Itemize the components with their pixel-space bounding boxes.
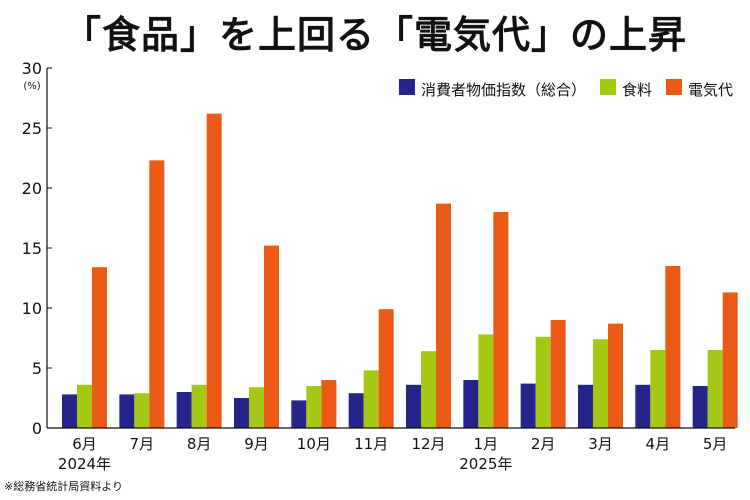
legend-label: 消費者物価指数（総合） xyxy=(421,81,586,99)
bar-electricity-2 xyxy=(149,160,165,428)
bar-cpi-2 xyxy=(119,394,135,428)
x-tick-label: 3月 xyxy=(588,435,613,453)
bar-electricity-8 xyxy=(493,212,509,428)
legend-swatch xyxy=(599,79,616,95)
bar-cpi-6 xyxy=(348,393,364,428)
bar-electricity-9 xyxy=(550,320,566,428)
bar-food-1 xyxy=(77,384,92,428)
legend: 消費者物価指数（総合） 食料 電気代 xyxy=(398,79,733,99)
year-label: 2025年 xyxy=(459,455,512,473)
x-tick-label: 9月 xyxy=(244,435,269,453)
legend-label: 電気代 xyxy=(688,81,733,99)
bar-electricity-6 xyxy=(378,309,394,428)
x-tick-label: 2月 xyxy=(531,435,556,453)
bar-cpi-10 xyxy=(578,384,593,428)
y-tick-label: 0 xyxy=(32,419,42,438)
bar-cpi-11 xyxy=(635,384,651,428)
bar-food-9 xyxy=(535,336,551,428)
bar-cpi-7 xyxy=(406,384,421,428)
x-tick-label: 7月 xyxy=(130,435,155,453)
bar-food-2 xyxy=(134,393,150,428)
bars-layer xyxy=(62,113,738,428)
bar-electricity-3 xyxy=(206,113,222,428)
x-tick-label: 11月 xyxy=(354,435,388,453)
bar-food-5 xyxy=(306,386,322,428)
bar-electricity-4 xyxy=(264,245,279,428)
axes-layer: 0 5 10 15 20 25 30 (%) 6月 7月 8月 9月 10月 11月 12月 1月 2月 3月 4月… xyxy=(22,59,735,473)
bar-food-3 xyxy=(191,384,207,428)
bar-food-11 xyxy=(650,350,666,428)
x-tick-label: 12月 xyxy=(411,435,445,453)
y-tick-label: 10 xyxy=(22,299,42,318)
bar-electricity-12 xyxy=(722,292,738,428)
bar-cpi-1 xyxy=(62,394,77,428)
bar-electricity-1 xyxy=(92,267,107,428)
page-title: 「食品」を上回る「電気代」の上昇 xyxy=(62,13,687,57)
y-tick-label: 25 xyxy=(22,119,42,138)
y-unit-label: (%) xyxy=(23,81,40,92)
legend-swatch xyxy=(665,79,682,95)
bar-food-10 xyxy=(593,339,608,428)
bar-cpi-9 xyxy=(520,383,536,428)
year-label: 2024年 xyxy=(58,455,111,473)
bar-cpi-5 xyxy=(291,400,307,428)
legend-label: 食料 xyxy=(622,81,652,99)
bar-electricity-10 xyxy=(608,323,623,428)
bar-electricity-7 xyxy=(436,203,451,428)
x-tick-label: 4月 xyxy=(646,435,671,453)
bar-food-7 xyxy=(421,351,436,428)
bar-cpi-8 xyxy=(463,380,479,428)
y-tick-label: 15 xyxy=(22,239,42,258)
y-tick-label: 20 xyxy=(22,179,42,198)
source-note: ※総務省統計局資料より xyxy=(4,480,123,493)
bar-food-4 xyxy=(249,387,264,428)
bar-food-8 xyxy=(478,334,494,428)
bar-electricity-11 xyxy=(665,266,681,428)
bar-cpi-3 xyxy=(176,392,192,428)
x-tick-label: 8月 xyxy=(187,435,212,453)
bar-food-6 xyxy=(363,370,379,428)
legend-swatch xyxy=(398,79,415,95)
bar-cpi-12 xyxy=(692,386,708,428)
x-tick-label: 6月 xyxy=(72,435,97,453)
bar-cpi-4 xyxy=(234,398,249,428)
bar-electricity-5 xyxy=(321,380,337,428)
bar-food-12 xyxy=(707,350,723,428)
y-tick-label: 30 xyxy=(22,59,42,78)
x-tick-label: 10月 xyxy=(297,435,331,453)
x-tick-label: 1月 xyxy=(474,435,499,453)
y-tick-label: 5 xyxy=(32,359,42,378)
x-tick-label: 5月 xyxy=(703,435,728,453)
